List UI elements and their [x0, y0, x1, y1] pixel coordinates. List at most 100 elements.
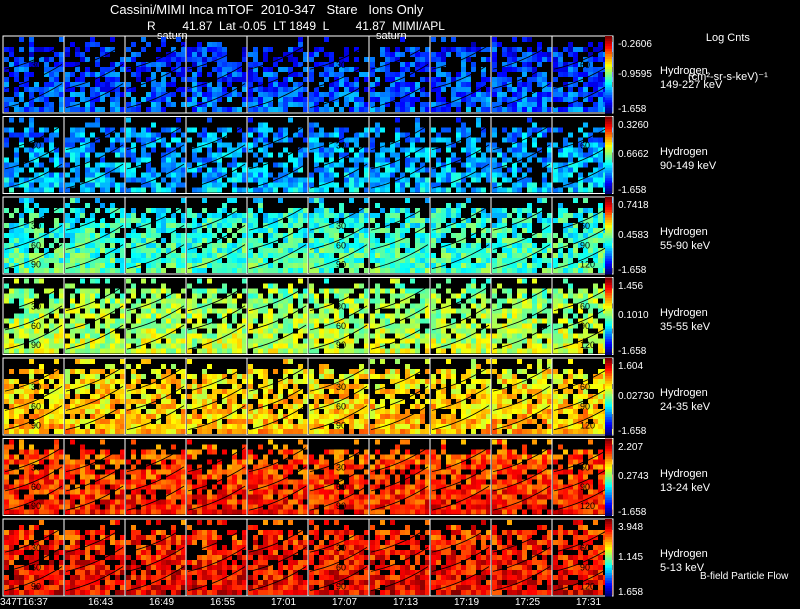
pixel [527, 87, 532, 92]
pixel [349, 137, 354, 143]
pixel [476, 47, 481, 52]
pixel [303, 177, 308, 183]
colorbar-swatch [605, 89, 612, 93]
pixel [339, 147, 344, 153]
pixel [187, 343, 192, 349]
pixel [146, 127, 151, 133]
pixel [85, 67, 90, 72]
contour-line [492, 305, 551, 331]
pixel [70, 198, 75, 203]
pixel [141, 258, 146, 263]
pixel [248, 328, 253, 334]
pixel [176, 162, 181, 168]
pixel [517, 67, 522, 72]
pixel [441, 213, 446, 218]
pixel [522, 303, 527, 309]
contour-line [248, 305, 307, 331]
pixel [441, 243, 446, 248]
pixel [136, 268, 141, 273]
pixel [192, 102, 197, 107]
pixel [166, 127, 171, 133]
pixel [258, 107, 263, 112]
pixel [420, 248, 425, 253]
pixel [420, 187, 425, 193]
pixel [9, 238, 14, 243]
pixel [176, 333, 181, 339]
pixel [476, 208, 481, 213]
pixel [420, 67, 425, 72]
pixel [120, 218, 125, 223]
pixel [273, 268, 278, 273]
pixel [415, 348, 420, 354]
pixel [410, 162, 415, 168]
pixel [54, 87, 59, 92]
contour-line [4, 244, 63, 269]
pixel [583, 198, 588, 203]
pixel [309, 228, 314, 233]
pixel [481, 102, 486, 107]
pixel [303, 328, 308, 334]
pixel [70, 82, 75, 87]
pixel [415, 228, 420, 233]
pixel [375, 308, 380, 314]
pixel [395, 308, 400, 314]
pixel [593, 142, 598, 148]
pixel [39, 92, 44, 97]
pixel [9, 288, 14, 294]
pixel [563, 218, 568, 223]
pixel [278, 308, 283, 314]
pixel [70, 268, 75, 273]
pixel [151, 348, 156, 354]
frame-2-4 [248, 198, 308, 273]
pixel [547, 258, 552, 263]
pixel [573, 167, 578, 173]
pixel [309, 107, 314, 112]
pixel [4, 157, 9, 163]
pixel [492, 57, 497, 62]
pixel [120, 147, 125, 153]
pixel [4, 57, 9, 62]
contour-line [309, 205, 368, 231]
pixel [354, 283, 359, 289]
pixel [375, 283, 380, 289]
pixel [359, 323, 364, 329]
pixel [166, 343, 171, 349]
pixel [502, 243, 507, 248]
pixel [24, 187, 29, 193]
pixel [100, 263, 105, 268]
pixel [547, 52, 552, 57]
colorbar-swatch [605, 227, 612, 231]
pixel [583, 187, 588, 193]
pixel [115, 102, 120, 107]
pixel [578, 162, 583, 168]
pixel [273, 137, 278, 143]
pixel [390, 97, 395, 102]
pixel [329, 328, 334, 334]
pixel [136, 52, 141, 57]
pixel [573, 107, 578, 112]
pixel [466, 343, 471, 349]
pixel [431, 172, 436, 178]
pixel [222, 253, 227, 258]
pixel [349, 303, 354, 309]
pixel [512, 338, 517, 344]
contour-line [187, 44, 246, 70]
pixel [405, 182, 410, 188]
pixel [263, 52, 268, 57]
pixel [431, 313, 436, 319]
pixel [573, 72, 578, 77]
pixel [588, 132, 593, 138]
pixel [532, 67, 537, 72]
pixel [486, 258, 491, 263]
pixel [126, 147, 131, 153]
pixel [436, 328, 441, 334]
pixel [232, 338, 237, 344]
pixel [359, 182, 364, 188]
pixel [80, 137, 85, 143]
pixel [192, 52, 197, 57]
pixel [90, 223, 95, 228]
pixel [131, 87, 136, 92]
pixel [227, 348, 232, 354]
pixel [268, 127, 273, 133]
pixel [39, 177, 44, 183]
